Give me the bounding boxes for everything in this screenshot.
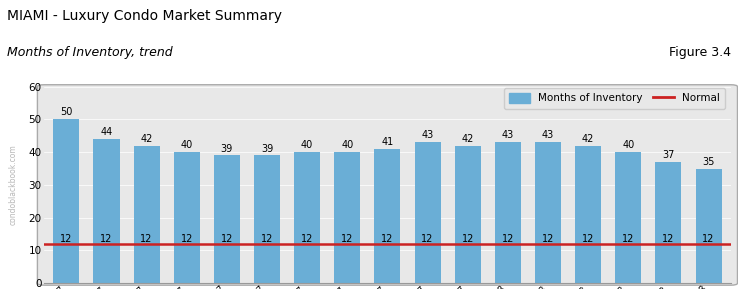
Text: 43: 43	[421, 130, 434, 140]
Text: 40: 40	[181, 140, 193, 150]
Text: 40: 40	[341, 140, 354, 150]
FancyBboxPatch shape	[38, 85, 737, 285]
Bar	[455, 146, 480, 283]
Text: Months of Inventory, trend: Months of Inventory, trend	[7, 46, 173, 59]
Text: 12: 12	[582, 234, 594, 244]
Text: 12: 12	[461, 234, 474, 244]
Text: 12: 12	[181, 234, 193, 244]
Text: 12: 12	[61, 234, 72, 244]
Text: 12: 12	[703, 234, 714, 244]
Text: MIAMI - Luxury Condo Market Summary: MIAMI - Luxury Condo Market Summary	[7, 9, 283, 23]
Legend: Months of Inventory, Normal: Months of Inventory, Normal	[504, 88, 725, 109]
Bar	[53, 119, 80, 283]
Text: 39: 39	[261, 144, 273, 153]
Text: 41: 41	[382, 137, 393, 147]
Text: 42: 42	[582, 134, 594, 144]
Bar	[214, 155, 240, 283]
Bar	[94, 139, 120, 283]
Text: 12: 12	[622, 234, 635, 244]
Text: 12: 12	[140, 234, 153, 244]
Text: 12: 12	[341, 234, 354, 244]
Bar	[374, 149, 401, 283]
Text: 12: 12	[502, 234, 514, 244]
Text: 37: 37	[662, 150, 675, 160]
Text: 44: 44	[100, 127, 113, 137]
Text: 42: 42	[140, 134, 153, 144]
Text: 12: 12	[261, 234, 273, 244]
Bar	[575, 146, 601, 283]
Text: 35: 35	[703, 157, 714, 167]
Bar	[535, 142, 561, 283]
Bar	[254, 155, 280, 283]
Bar	[294, 152, 320, 283]
Bar	[615, 152, 641, 283]
Text: Figure 3.4: Figure 3.4	[669, 46, 731, 59]
Bar	[415, 142, 441, 283]
Bar	[173, 152, 200, 283]
Text: 12: 12	[100, 234, 113, 244]
Text: 12: 12	[382, 234, 393, 244]
Text: 43: 43	[502, 130, 514, 140]
Text: 12: 12	[221, 234, 233, 244]
Text: 39: 39	[221, 144, 233, 153]
Bar	[655, 162, 681, 283]
Bar	[695, 168, 722, 283]
Bar	[494, 142, 521, 283]
Text: condoblackbook.com: condoblackbook.com	[9, 144, 18, 225]
Text: 12: 12	[542, 234, 554, 244]
Text: 40: 40	[301, 140, 314, 150]
Text: 12: 12	[301, 234, 314, 244]
Text: 42: 42	[461, 134, 474, 144]
Text: 40: 40	[622, 140, 635, 150]
Text: 12: 12	[421, 234, 434, 244]
Text: 12: 12	[662, 234, 675, 244]
Text: 43: 43	[542, 130, 554, 140]
Bar	[134, 146, 159, 283]
Text: 50: 50	[61, 108, 72, 118]
Bar	[334, 152, 360, 283]
